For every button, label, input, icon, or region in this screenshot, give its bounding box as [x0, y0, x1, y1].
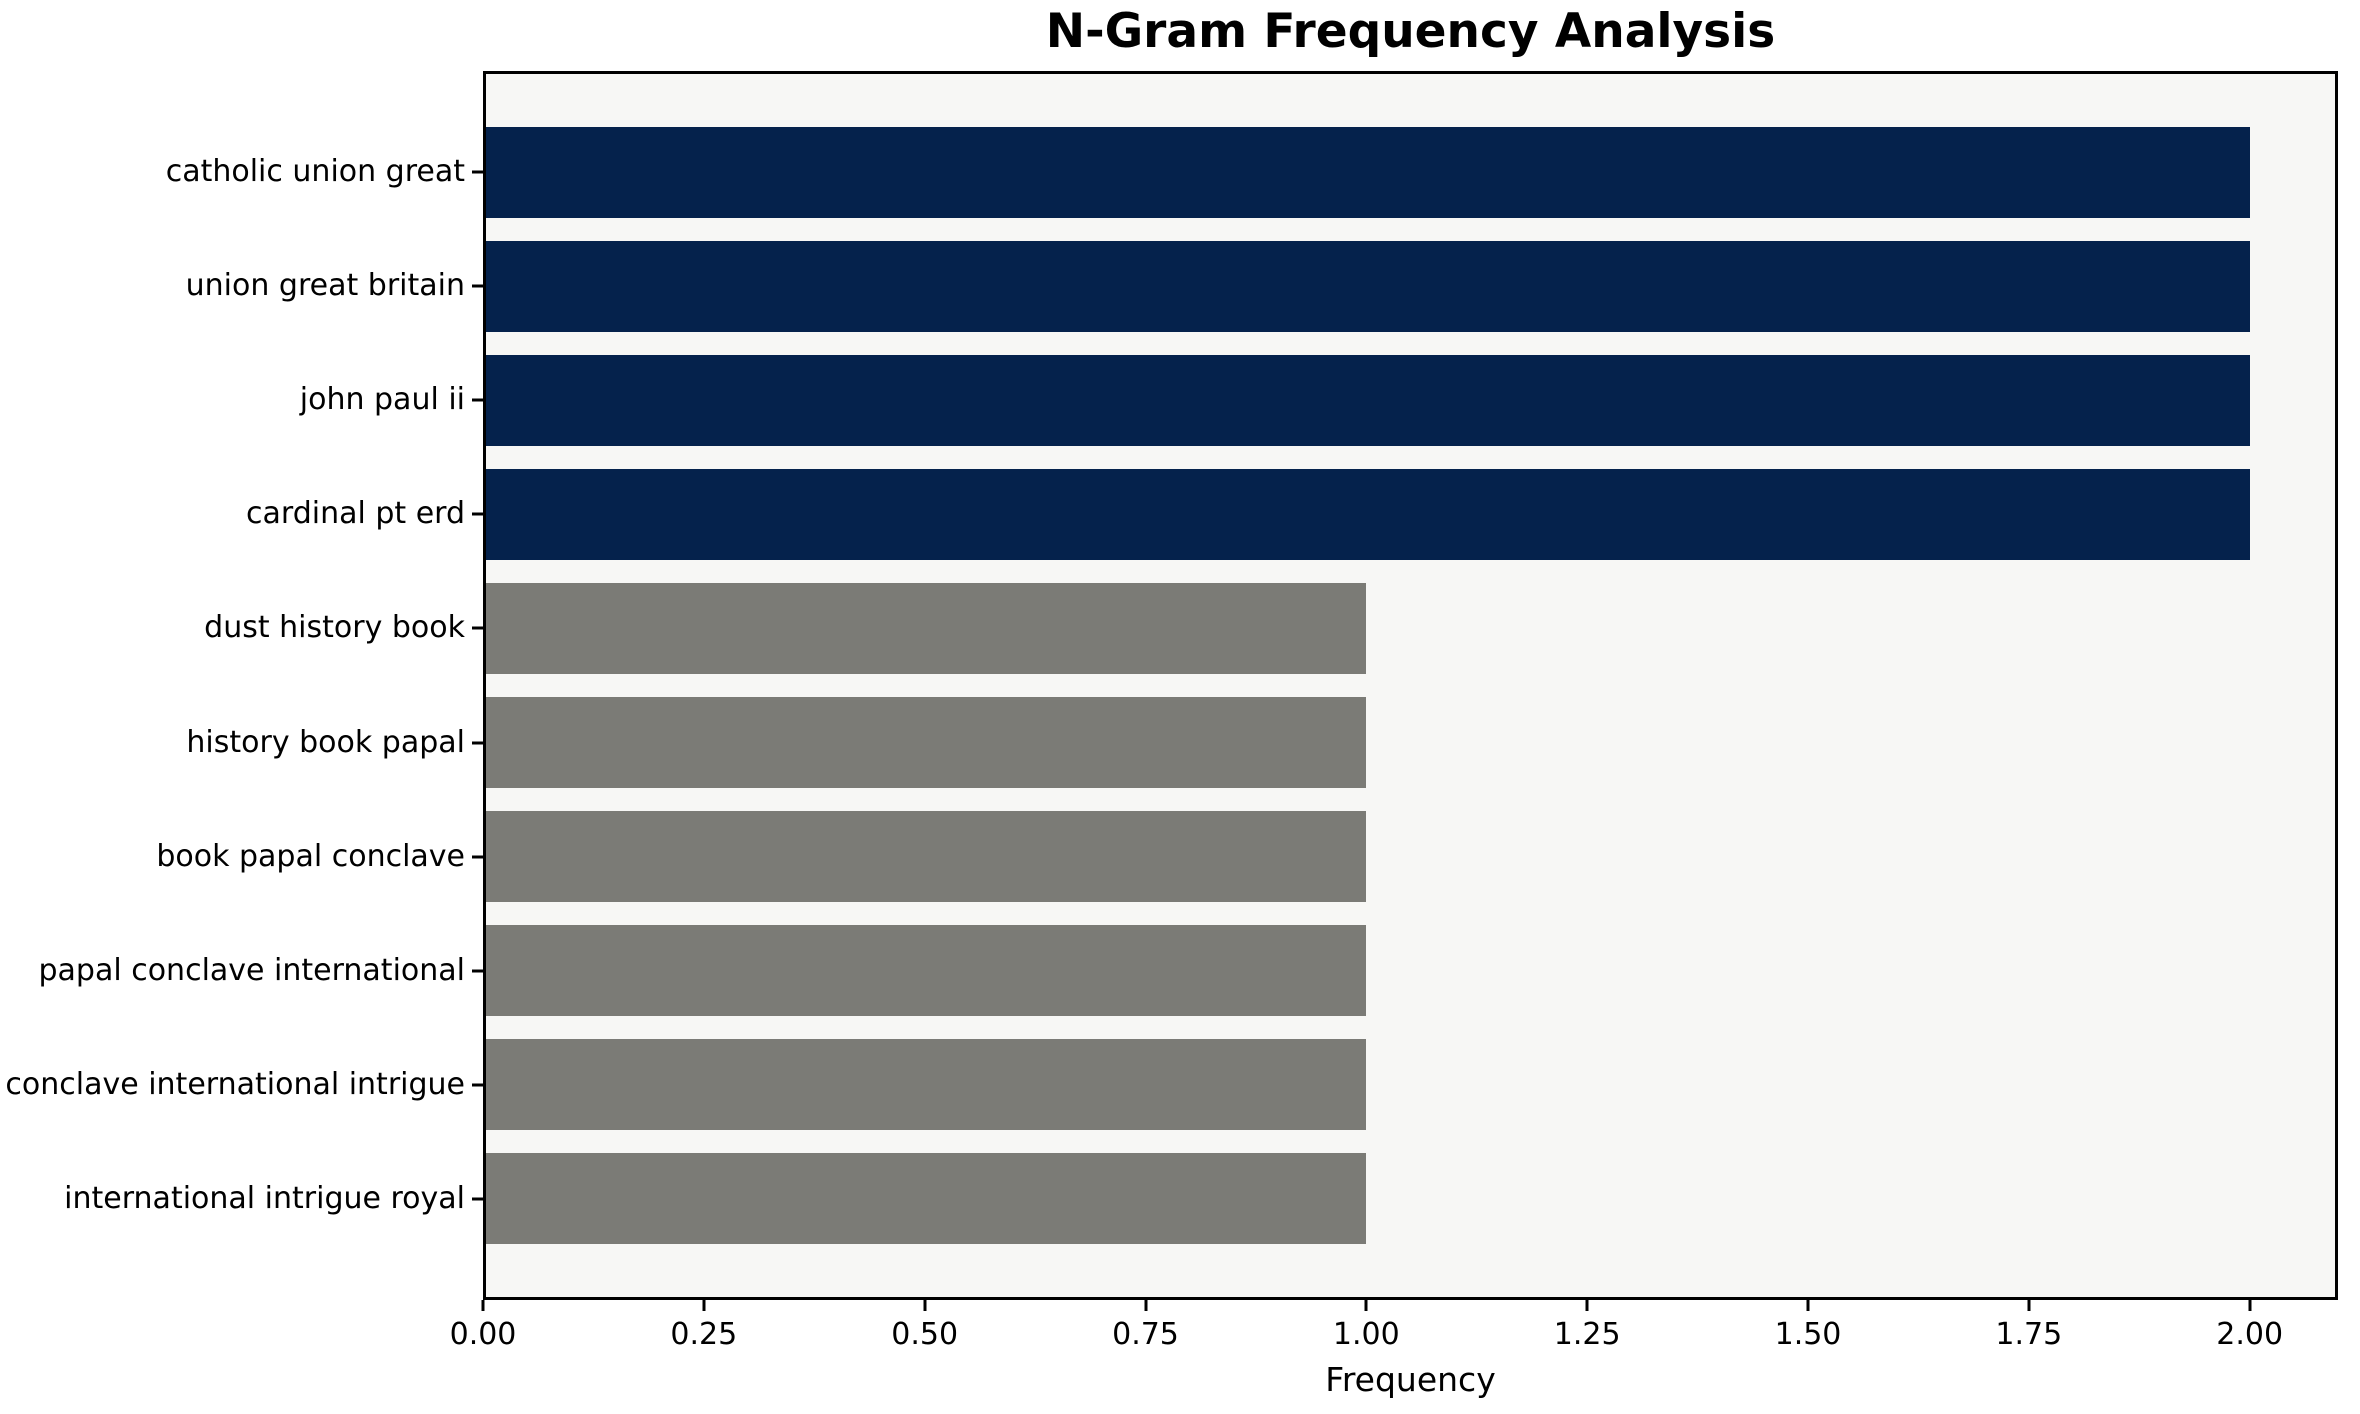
- y-tick-label: book papal conclave: [156, 838, 465, 874]
- bar: [483, 240, 2250, 333]
- x-tick-label: 2.00: [2216, 1317, 2284, 1352]
- chart-title: N-Gram Frequency Analysis: [1045, 4, 1776, 59]
- y-tick-mark: [472, 855, 483, 858]
- x-tick-mark: [1806, 1300, 1810, 1311]
- bar: [483, 810, 1367, 903]
- bar: [483, 696, 1367, 789]
- x-tick-label: 0.25: [670, 1317, 738, 1352]
- plot-area: [483, 71, 2338, 1300]
- bar: [483, 354, 2250, 447]
- bar: [483, 924, 1367, 1017]
- x-tick-mark: [2248, 1300, 2252, 1311]
- bar: [483, 468, 2250, 561]
- x-tick-label: 0.50: [891, 1317, 959, 1352]
- y-tick-mark: [472, 741, 483, 744]
- y-tick-label: papal conclave international: [38, 952, 465, 988]
- bar: [483, 1038, 1367, 1131]
- y-tick-mark: [472, 626, 483, 630]
- y-tick-label: conclave international intrigue: [5, 1066, 465, 1102]
- y-tick-label: john paul ii: [299, 382, 465, 418]
- y-tick-mark: [472, 969, 483, 973]
- x-tick-mark: [702, 1300, 706, 1311]
- bar: [483, 582, 1367, 675]
- y-tick-mark: [472, 398, 483, 402]
- x-tick-mark: [481, 1300, 485, 1311]
- y-tick-mark: [472, 284, 483, 288]
- x-tick-mark: [2027, 1300, 2031, 1311]
- y-tick-mark: [472, 1197, 483, 1201]
- x-tick-label: 1.75: [1995, 1317, 2063, 1352]
- x-tick-label: 1.50: [1774, 1317, 1842, 1352]
- y-tick-label: dust history book: [204, 610, 465, 646]
- x-tick-label: 1.00: [1332, 1317, 1400, 1352]
- y-tick-mark: [472, 1083, 483, 1087]
- x-tick-label: 0.00: [449, 1317, 517, 1352]
- x-tick-mark: [923, 1300, 927, 1311]
- x-tick-mark: [1144, 1300, 1147, 1311]
- x-tick-mark: [1364, 1300, 1368, 1311]
- bar: [483, 1152, 1367, 1245]
- y-tick-mark: [472, 170, 483, 174]
- x-tick-label: 0.75: [1112, 1317, 1179, 1352]
- y-tick-mark: [472, 512, 483, 516]
- y-tick-label: international intrigue royal: [64, 1180, 465, 1216]
- y-tick-label: catholic union great: [165, 154, 465, 190]
- y-tick-label: cardinal pt erd: [246, 496, 465, 532]
- y-tick-label: union great britain: [185, 268, 465, 304]
- x-tick-label: 1.25: [1553, 1317, 1621, 1352]
- x-axis-label: Frequency: [1325, 1360, 1496, 1399]
- bar: [483, 126, 2250, 219]
- y-tick-label: history book papal: [186, 724, 465, 760]
- x-tick-mark: [1585, 1300, 1589, 1311]
